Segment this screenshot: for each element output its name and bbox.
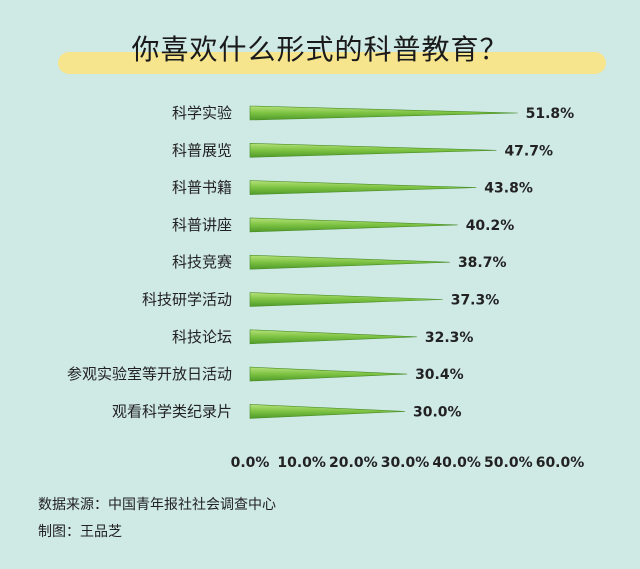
category-label: 观看科学类纪录片	[112, 402, 232, 420]
category-label: 科技竞赛	[172, 253, 232, 271]
category-label: 科普展览	[172, 141, 232, 159]
title-highlight	[58, 52, 606, 74]
bar	[249, 105, 518, 121]
bar	[249, 329, 417, 345]
bar	[249, 366, 408, 382]
category-label: 科普讲座	[172, 216, 232, 234]
chart-credit: 制图：王品芝	[38, 524, 122, 540]
data-source: 数据来源：中国青年报社社会调查中心	[38, 497, 276, 513]
x-tick-label: 20.0%	[329, 455, 378, 471]
value-label: 51.8%	[526, 106, 575, 122]
x-tick-label: 30.0%	[381, 455, 430, 471]
bar	[249, 217, 458, 233]
x-tick-label: 40.0%	[432, 455, 481, 471]
chart-title: 你喜欢什么形式的科普教育？	[131, 33, 509, 66]
x-tick-label: 50.0%	[484, 455, 533, 471]
x-tick-label: 0.0%	[231, 455, 270, 471]
x-tick-label: 60.0%	[536, 455, 585, 471]
bar	[249, 142, 497, 158]
x-tick-label: 10.0%	[277, 455, 326, 471]
bar	[249, 180, 477, 195]
value-label: 37.3%	[451, 293, 500, 309]
value-label: 47.7%	[504, 143, 553, 159]
category-label: 科普书籍	[172, 179, 232, 197]
bar	[249, 254, 450, 270]
value-label: 30.0%	[413, 404, 462, 420]
value-label: 32.3%	[425, 330, 474, 346]
value-label: 38.7%	[458, 255, 507, 271]
value-label: 40.2%	[466, 218, 515, 234]
category-label: 科技论坛	[172, 328, 232, 346]
category-label: 参观实验室等开放日活动	[67, 365, 232, 383]
value-label: 43.8%	[484, 181, 533, 197]
bar	[249, 292, 443, 307]
bar-chart: 科学实验 51.8% 科普展览 47.7% 科普书籍 43.8% 科普讲座 40.2% 科技竞赛…	[67, 104, 585, 471]
value-label: 30.4%	[415, 367, 464, 383]
bar	[249, 404, 406, 419]
category-label: 科技研学活动	[142, 291, 232, 309]
category-label: 科学实验	[172, 104, 232, 122]
